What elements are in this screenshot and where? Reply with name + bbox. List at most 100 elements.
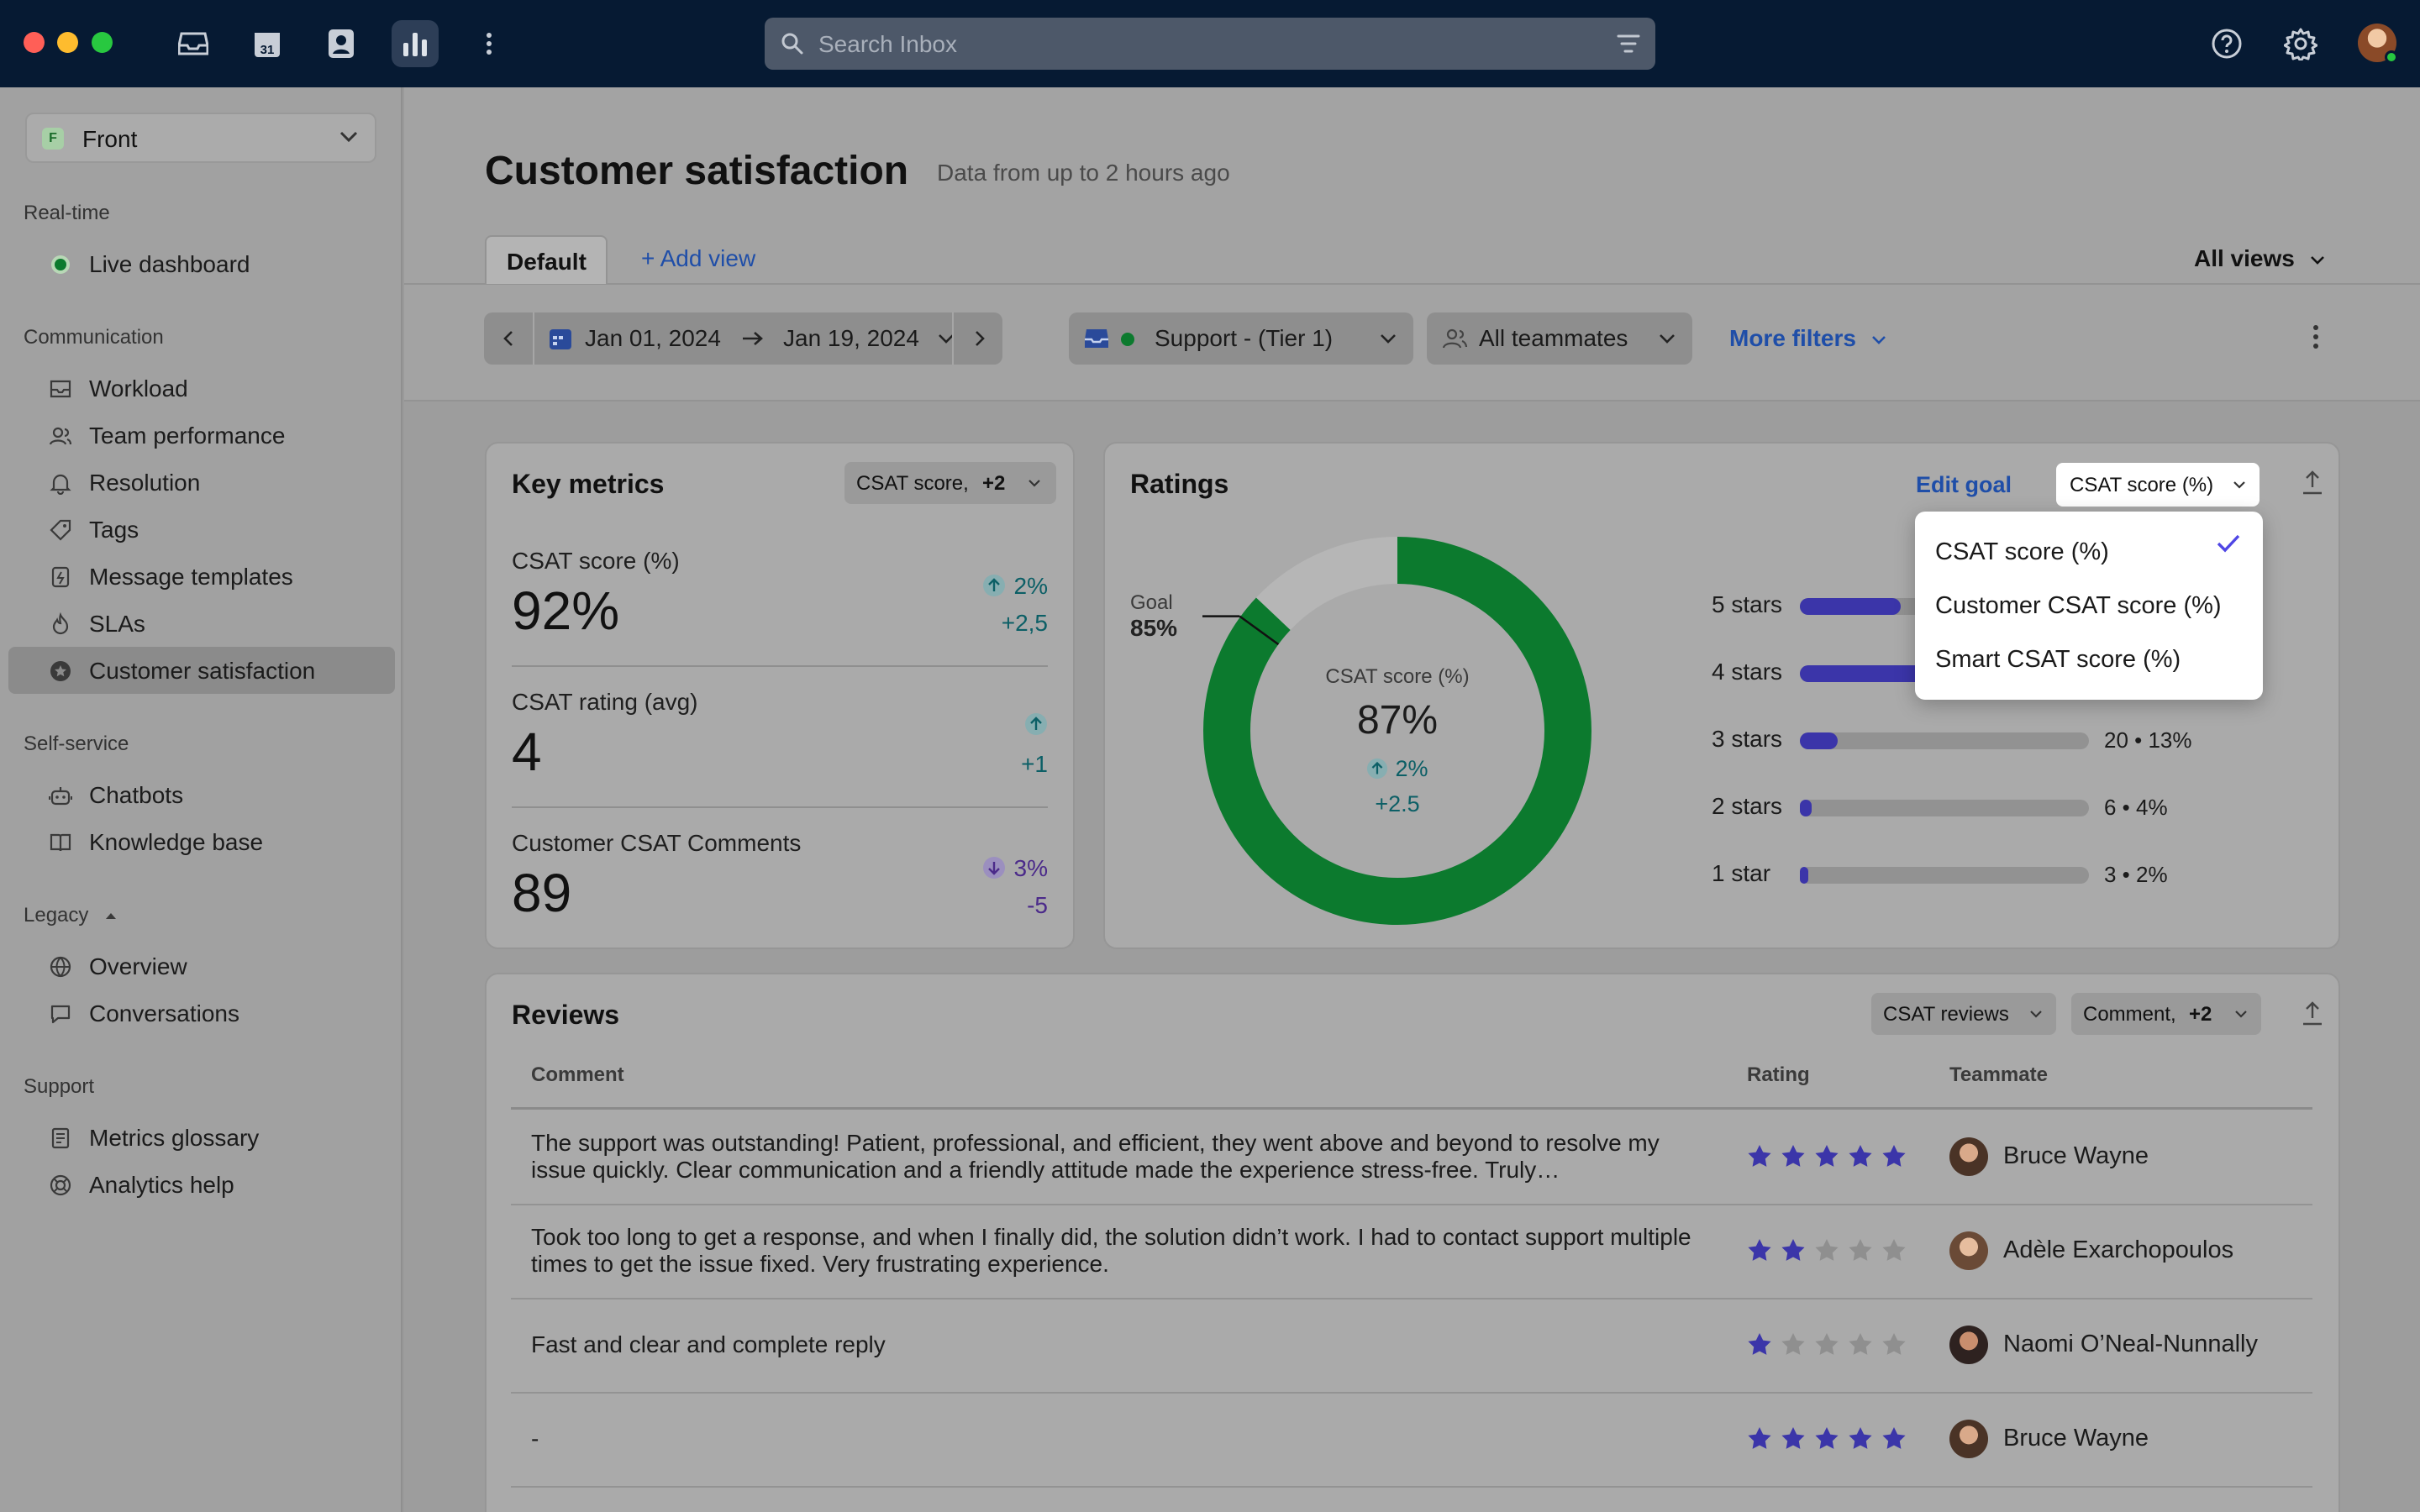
inbox-filter[interactable]: Support - (Tier 1) — [1069, 312, 1413, 365]
teammate-name: Adèle Exarchopoulos — [2003, 1236, 2234, 1263]
more-filters-button[interactable]: More filters — [1729, 325, 1886, 352]
sidebar-item-label: Live dashboard — [89, 251, 250, 277]
section-realtime: Real-time — [24, 202, 110, 224]
review-comment: Took too long to get a response, and whe… — [531, 1224, 1691, 1277]
column-header-rating[interactable]: Rating — [1747, 1063, 1810, 1086]
star-empty-icon — [1882, 1239, 1906, 1261]
star-filled-icon — [1748, 1427, 1771, 1449]
export-icon[interactable] — [2302, 469, 2323, 496]
sidebar-item-chatbots[interactable]: Chatbots — [8, 771, 395, 818]
tab-default-label: Default — [507, 249, 587, 275]
sidebar-item-team-performance[interactable]: Team performance — [8, 412, 395, 459]
inbox-icon[interactable] — [170, 20, 217, 67]
check-icon — [2217, 534, 2240, 553]
column-header-teammate[interactable]: Teammate — [1949, 1063, 2048, 1086]
chevron-down-icon — [1871, 335, 1886, 344]
bar-fill — [1800, 598, 1902, 615]
reviews-type-selector[interactable]: CSAT reviews — [1871, 993, 2056, 1035]
contacts-icon[interactable] — [318, 20, 365, 67]
dropdown-option-csat-score[interactable]: CSAT score (%) — [1935, 538, 2109, 565]
caret-up-icon[interactable] — [104, 911, 118, 921]
star-filled-icon — [1815, 1145, 1839, 1167]
filter-icon[interactable] — [1617, 33, 1640, 55]
arrow-down-icon — [982, 857, 1005, 879]
search-placeholder: Search Inbox — [818, 31, 957, 57]
divider — [512, 665, 1048, 667]
help-icon[interactable] — [2203, 20, 2250, 67]
more-vertical-icon[interactable] — [466, 20, 513, 67]
sidebar-item-label: Workload — [89, 375, 188, 402]
star-filled-icon — [1882, 1145, 1906, 1167]
section-legacy[interactable]: Legacy — [24, 904, 89, 927]
chevron-down-icon — [2233, 481, 2245, 489]
ratings-metric-selector[interactable]: CSAT score (%) — [2056, 463, 2260, 507]
sidebar-item-knowledge-base[interactable]: Knowledge base — [8, 818, 395, 865]
edit-goal-button[interactable]: Edit goal — [1916, 472, 2012, 497]
user-avatar[interactable] — [2358, 24, 2398, 64]
robot-icon — [49, 787, 72, 806]
sidebar-item-label: Analytics help — [89, 1172, 234, 1198]
gear-icon[interactable] — [2277, 20, 2324, 67]
sidebar-item-resolution[interactable]: Resolution — [8, 459, 395, 506]
lifebuoy-icon — [50, 1174, 71, 1196]
sidebar-item-analytics-help[interactable]: Analytics help — [8, 1161, 395, 1208]
analytics-icon[interactable] — [392, 20, 439, 67]
teammates-filter[interactable]: All teammates — [1427, 312, 1692, 365]
bar-fill — [1800, 732, 1838, 749]
previous-period-button[interactable] — [484, 312, 534, 365]
export-icon[interactable] — [2302, 1000, 2323, 1026]
sidebar-item-label: Conversations — [89, 1000, 239, 1026]
reviews-type-label: CSAT reviews — [1883, 1003, 2009, 1026]
sidebar-item-workload[interactable]: Workload — [8, 365, 395, 412]
column-header-comment[interactable]: Comment — [531, 1063, 624, 1086]
review-comment: The support was outstanding! Patient, pr… — [531, 1130, 1660, 1183]
bar-fill — [1800, 867, 1808, 884]
key-metrics-selector[interactable]: CSAT score, +2 — [844, 462, 1056, 504]
close-window-button[interactable] — [24, 32, 45, 53]
add-view-button[interactable]: + Add view — [641, 245, 756, 271]
book-icon — [50, 833, 71, 852]
sidebar-item-slas[interactable]: SLAs — [8, 600, 395, 647]
sidebar-item-tags[interactable]: Tags — [8, 506, 395, 553]
team-icon — [49, 427, 72, 445]
workspace-switcher[interactable]: F Front — [25, 113, 376, 163]
sidebar-item-customer-satisfaction[interactable]: Customer satisfaction — [8, 647, 395, 694]
tab-default[interactable]: Default — [485, 235, 608, 284]
key-metrics-selector-extra: +2 — [982, 472, 1006, 495]
donut-delta-abs: +2.5 — [1375, 791, 1420, 816]
star-empty-icon — [1882, 1333, 1906, 1355]
sidebar-item-live-dashboard[interactable]: Live dashboard — [8, 240, 395, 287]
star-filled-icon — [1781, 1239, 1805, 1261]
row-divider — [511, 1204, 2312, 1205]
star-filled-icon — [1882, 1427, 1906, 1449]
more-vertical-icon[interactable] — [2312, 324, 2319, 349]
date-range-filter[interactable]: Jan 01, 2024 Jan 19, 2024 — [484, 312, 1002, 365]
review-comment: Fast and clear and complete reply — [531, 1331, 886, 1357]
zoom-window-button[interactable] — [92, 32, 113, 53]
live-dot-icon — [51, 255, 70, 274]
star-rating — [1746, 1331, 1907, 1358]
page-title: Customer satisfaction — [485, 149, 909, 193]
minimize-window-button[interactable] — [57, 32, 78, 53]
star-rating — [1746, 1143, 1907, 1170]
star-filled-icon — [1849, 1427, 1872, 1449]
sidebar-item-conversations[interactable]: Conversations — [8, 990, 395, 1037]
sidebar-item-overview[interactable]: Overview — [8, 942, 395, 990]
donut-delta-pct: 2% — [1270, 756, 1525, 782]
search-input[interactable]: Search Inbox — [765, 18, 1655, 70]
section-communication: Communication — [24, 326, 164, 349]
calendar-icon[interactable]: 31 — [244, 20, 291, 67]
star-empty-icon — [1849, 1333, 1872, 1355]
ratings-metric-dropdown: CSAT score (%) Customer CSAT score (%) S… — [1915, 512, 2263, 700]
all-views-dropdown[interactable]: All views — [2194, 245, 2325, 272]
reviews-columns-selector[interactable]: Comment, +2 — [2071, 993, 2261, 1035]
star-filled-icon — [1748, 1333, 1771, 1355]
sidebar-item-label: Overview — [89, 953, 187, 979]
chevron-down-icon — [1660, 334, 1675, 344]
dropdown-option-smart-csat-score[interactable]: Smart CSAT score (%) — [1935, 646, 2181, 673]
dropdown-option-customer-csat-score[interactable]: Customer CSAT score (%) — [1935, 592, 2222, 619]
next-period-button[interactable] — [952, 312, 1002, 365]
star-filled-icon — [1748, 1239, 1771, 1261]
sidebar-item-message-templates[interactable]: Message templates — [8, 553, 395, 600]
sidebar-item-metrics-glossary[interactable]: Metrics glossary — [8, 1114, 395, 1161]
